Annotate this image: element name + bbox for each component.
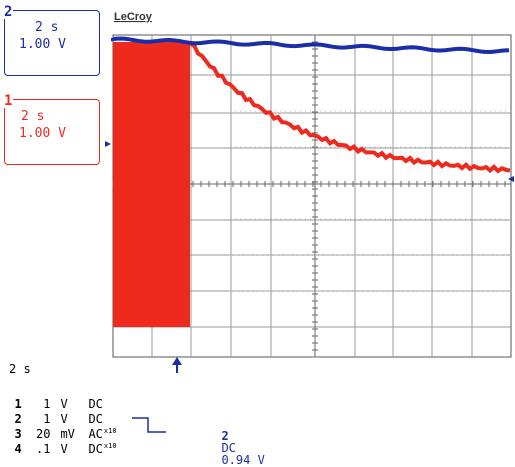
settings-unit: V bbox=[60, 412, 68, 426]
trigger-slope-icon bbox=[132, 417, 166, 433]
settings-value: 1 bbox=[43, 412, 51, 426]
trigger-position-arrow-icon[interactable] bbox=[172, 357, 182, 373]
settings-coupling: DC bbox=[88, 397, 103, 411]
timebase-readout[interactable]: 2 s bbox=[9, 362, 31, 376]
channel-1-number: 1 bbox=[3, 93, 14, 109]
channel-1-waveform bbox=[188, 42, 511, 174]
channel-settings-row[interactable]: 3 20 mV ACx10 bbox=[0, 416, 117, 441]
settings-channel-number: 4 bbox=[14, 442, 22, 456]
settings-probe-factor: x10 bbox=[103, 427, 117, 435]
trigger-level-marker-icon[interactable] bbox=[508, 176, 514, 182]
settings-value: .1 bbox=[36, 442, 51, 456]
settings-value: 1 bbox=[43, 397, 51, 411]
settings-channel-number: 1 bbox=[14, 397, 22, 411]
settings-channel-number: 2 bbox=[14, 412, 22, 426]
channel-settings-row[interactable]: 1 1 V DC bbox=[0, 386, 103, 411]
settings-coupling: DC bbox=[88, 442, 103, 456]
settings-channel-number: 3 bbox=[14, 427, 22, 441]
channel-2-volts-per-div: 1.00 V bbox=[19, 37, 66, 52]
settings-unit: mV bbox=[60, 427, 75, 441]
settings-unit: V bbox=[60, 397, 68, 411]
channel-settings-row[interactable]: 4 .1 V DCx10 bbox=[0, 431, 117, 456]
trigger-channel: 2 bbox=[221, 429, 229, 443]
settings-coupling: AC bbox=[88, 427, 103, 441]
channel-1-info-box[interactable]: 1 2 s 1.00 V bbox=[3, 94, 100, 165]
settings-coupling: DC bbox=[88, 412, 103, 426]
channel-2-waveform bbox=[111, 36, 510, 55]
settings-value: 20 bbox=[36, 427, 51, 441]
settings-unit: V bbox=[60, 442, 68, 456]
trigger-level: 0.94 V bbox=[221, 453, 265, 467]
settings-probe-factor: x10 bbox=[103, 442, 117, 450]
channel-2-number: 2 bbox=[3, 4, 14, 20]
brand-logo: LeCroy bbox=[114, 11, 153, 23]
channel-2-timebase: 2 s bbox=[35, 20, 59, 35]
trigger-readout[interactable]: 2 DC 0.94 V bbox=[207, 418, 265, 467]
channel-2-level-marker-icon bbox=[105, 141, 111, 147]
channel-2-info-box[interactable]: 2 2 s 1.00 V bbox=[3, 5, 100, 76]
channel-1-burst bbox=[113, 42, 190, 327]
channel-1-volts-per-div: 1.00 V bbox=[19, 126, 66, 141]
oscilloscope-display: LeCroy bbox=[105, 11, 514, 433]
channel-settings-row[interactable]: 2 1 V DC bbox=[0, 401, 103, 426]
channel-1-timebase: 2 s bbox=[21, 109, 45, 124]
